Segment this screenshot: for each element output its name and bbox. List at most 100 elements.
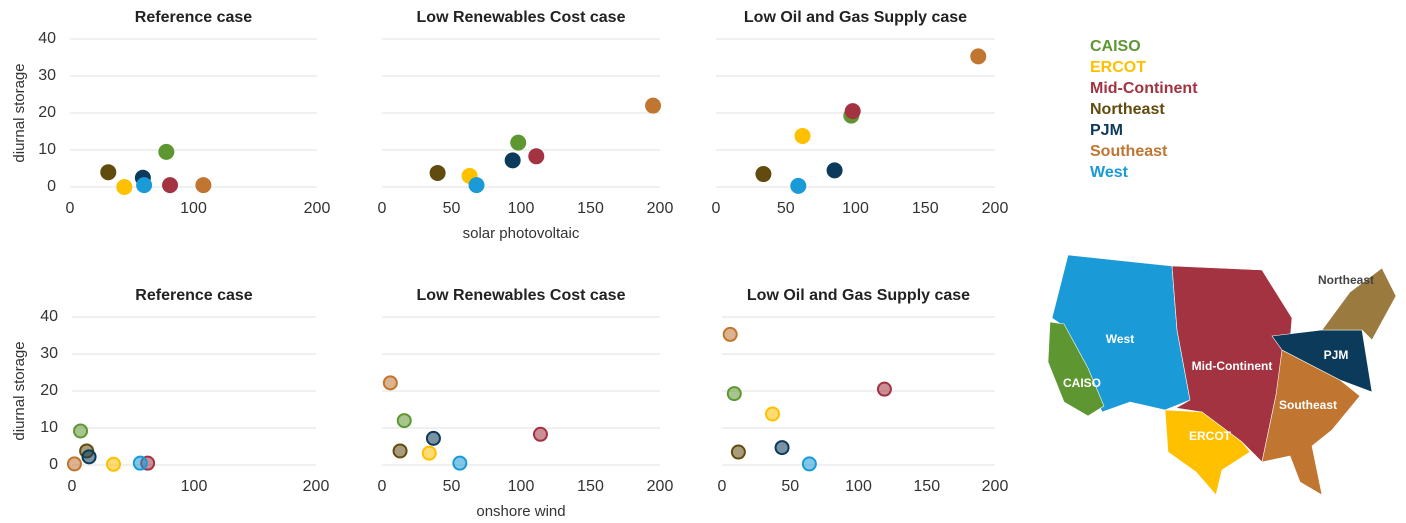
x-tick-label: 200 bbox=[304, 200, 331, 217]
point bbox=[528, 148, 545, 165]
map-label: CAISO bbox=[1063, 376, 1101, 390]
y-tick-label: 10 bbox=[38, 141, 56, 158]
subplot-title: Low Renewables Cost case bbox=[417, 9, 626, 26]
point bbox=[730, 444, 746, 460]
point bbox=[105, 456, 121, 472]
point bbox=[532, 426, 548, 442]
x-tick-label: 150 bbox=[912, 200, 939, 217]
y-axis-label: diurnal storage bbox=[11, 63, 28, 162]
x-tick-label: 50 bbox=[781, 478, 799, 495]
map-label: Northeast bbox=[1318, 273, 1374, 287]
point bbox=[81, 449, 97, 465]
point bbox=[132, 455, 148, 471]
point bbox=[429, 164, 446, 181]
x-tick-label: 100 bbox=[508, 200, 535, 217]
point bbox=[392, 443, 408, 459]
map-southeast bbox=[1261, 349, 1361, 496]
x-tick-label: 50 bbox=[777, 200, 795, 217]
y-tick-label: 40 bbox=[40, 308, 58, 325]
map-ercot bbox=[1164, 409, 1251, 496]
point bbox=[66, 456, 82, 472]
region-map: West CAISO Mid-Continent ERCOT Southeast… bbox=[1047, 254, 1397, 496]
y-tick-label: 30 bbox=[38, 67, 56, 84]
y-tick-label: 30 bbox=[40, 345, 58, 362]
point bbox=[794, 127, 811, 144]
y-tick-label: 0 bbox=[49, 456, 58, 473]
point bbox=[876, 381, 892, 397]
x-tick-label: 50 bbox=[443, 478, 461, 495]
subplot-title: Reference case bbox=[135, 287, 253, 304]
legend-entry: PJM bbox=[1090, 122, 1123, 139]
y-axis-label: diurnal storage bbox=[11, 341, 28, 440]
subplot-title: Low Oil and Gas Supply case bbox=[744, 9, 967, 26]
x-tick-label: 200 bbox=[303, 478, 330, 495]
legend-entry: CAISO bbox=[1090, 38, 1141, 55]
point bbox=[726, 386, 742, 402]
map-label: Mid-Continent bbox=[1192, 359, 1273, 373]
point bbox=[116, 179, 133, 195]
point bbox=[774, 440, 790, 456]
y-tick-label: 20 bbox=[40, 382, 58, 399]
map-label: West bbox=[1106, 332, 1134, 346]
legend-entry: West bbox=[1090, 164, 1129, 181]
map-caiso bbox=[1047, 321, 1105, 417]
x-tick-label: 200 bbox=[647, 200, 674, 217]
x-tick-label: 150 bbox=[913, 478, 940, 495]
point bbox=[73, 423, 89, 439]
legend-entry: Southeast bbox=[1090, 143, 1168, 160]
point bbox=[826, 162, 843, 179]
point bbox=[510, 134, 527, 151]
y-tick-label: 0 bbox=[47, 178, 56, 195]
x-tick-label: 150 bbox=[577, 478, 604, 495]
point bbox=[421, 445, 437, 461]
x-tick-label: 200 bbox=[647, 478, 674, 495]
point bbox=[790, 177, 807, 194]
map-mid-continent bbox=[1171, 265, 1293, 463]
y-tick-label: 10 bbox=[40, 419, 58, 436]
map-label: ERCOT bbox=[1189, 429, 1232, 443]
point bbox=[425, 430, 441, 446]
point bbox=[645, 97, 662, 114]
point bbox=[844, 103, 861, 120]
y-tick-label: 20 bbox=[38, 104, 56, 121]
x-tick-label: 200 bbox=[982, 478, 1009, 495]
point bbox=[396, 413, 412, 429]
x-tick-label: 0 bbox=[718, 478, 727, 495]
legend-entry: ERCOT bbox=[1090, 59, 1146, 76]
x-tick-label: 0 bbox=[378, 200, 387, 217]
point bbox=[970, 48, 987, 65]
x-tick-label: 0 bbox=[68, 478, 77, 495]
x-tick-label: 100 bbox=[181, 478, 208, 495]
map-northeast bbox=[1321, 267, 1397, 341]
point bbox=[195, 177, 212, 194]
subplot-title: Low Oil and Gas Supply case bbox=[747, 287, 970, 304]
point bbox=[452, 455, 468, 471]
point bbox=[504, 152, 521, 169]
map-label: Southeast bbox=[1279, 398, 1337, 412]
legend-entry: Northeast bbox=[1090, 101, 1165, 118]
point bbox=[468, 177, 485, 194]
point bbox=[722, 326, 738, 342]
x-tick-label: 100 bbox=[180, 200, 207, 217]
point bbox=[755, 166, 772, 183]
point bbox=[382, 375, 398, 391]
x-axis-label: solar photovoltaic bbox=[463, 225, 580, 242]
subplot-title: Reference case bbox=[135, 9, 253, 26]
x-tick-label: 100 bbox=[842, 200, 869, 217]
x-tick-label: 100 bbox=[845, 478, 872, 495]
x-tick-label: 200 bbox=[982, 200, 1009, 217]
x-tick-label: 50 bbox=[443, 200, 461, 217]
point bbox=[765, 406, 781, 422]
point bbox=[158, 143, 175, 160]
subplot-title: Low Renewables Cost case bbox=[417, 287, 626, 304]
point bbox=[162, 177, 179, 194]
x-tick-label: 100 bbox=[508, 478, 535, 495]
x-tick-label: 0 bbox=[378, 478, 387, 495]
y-tick-label: 40 bbox=[38, 30, 56, 47]
point bbox=[100, 164, 117, 181]
map-label: PJM bbox=[1324, 348, 1349, 362]
x-tick-label: 0 bbox=[66, 200, 75, 217]
x-axis-label: onshore wind bbox=[476, 503, 565, 520]
point bbox=[136, 177, 153, 194]
